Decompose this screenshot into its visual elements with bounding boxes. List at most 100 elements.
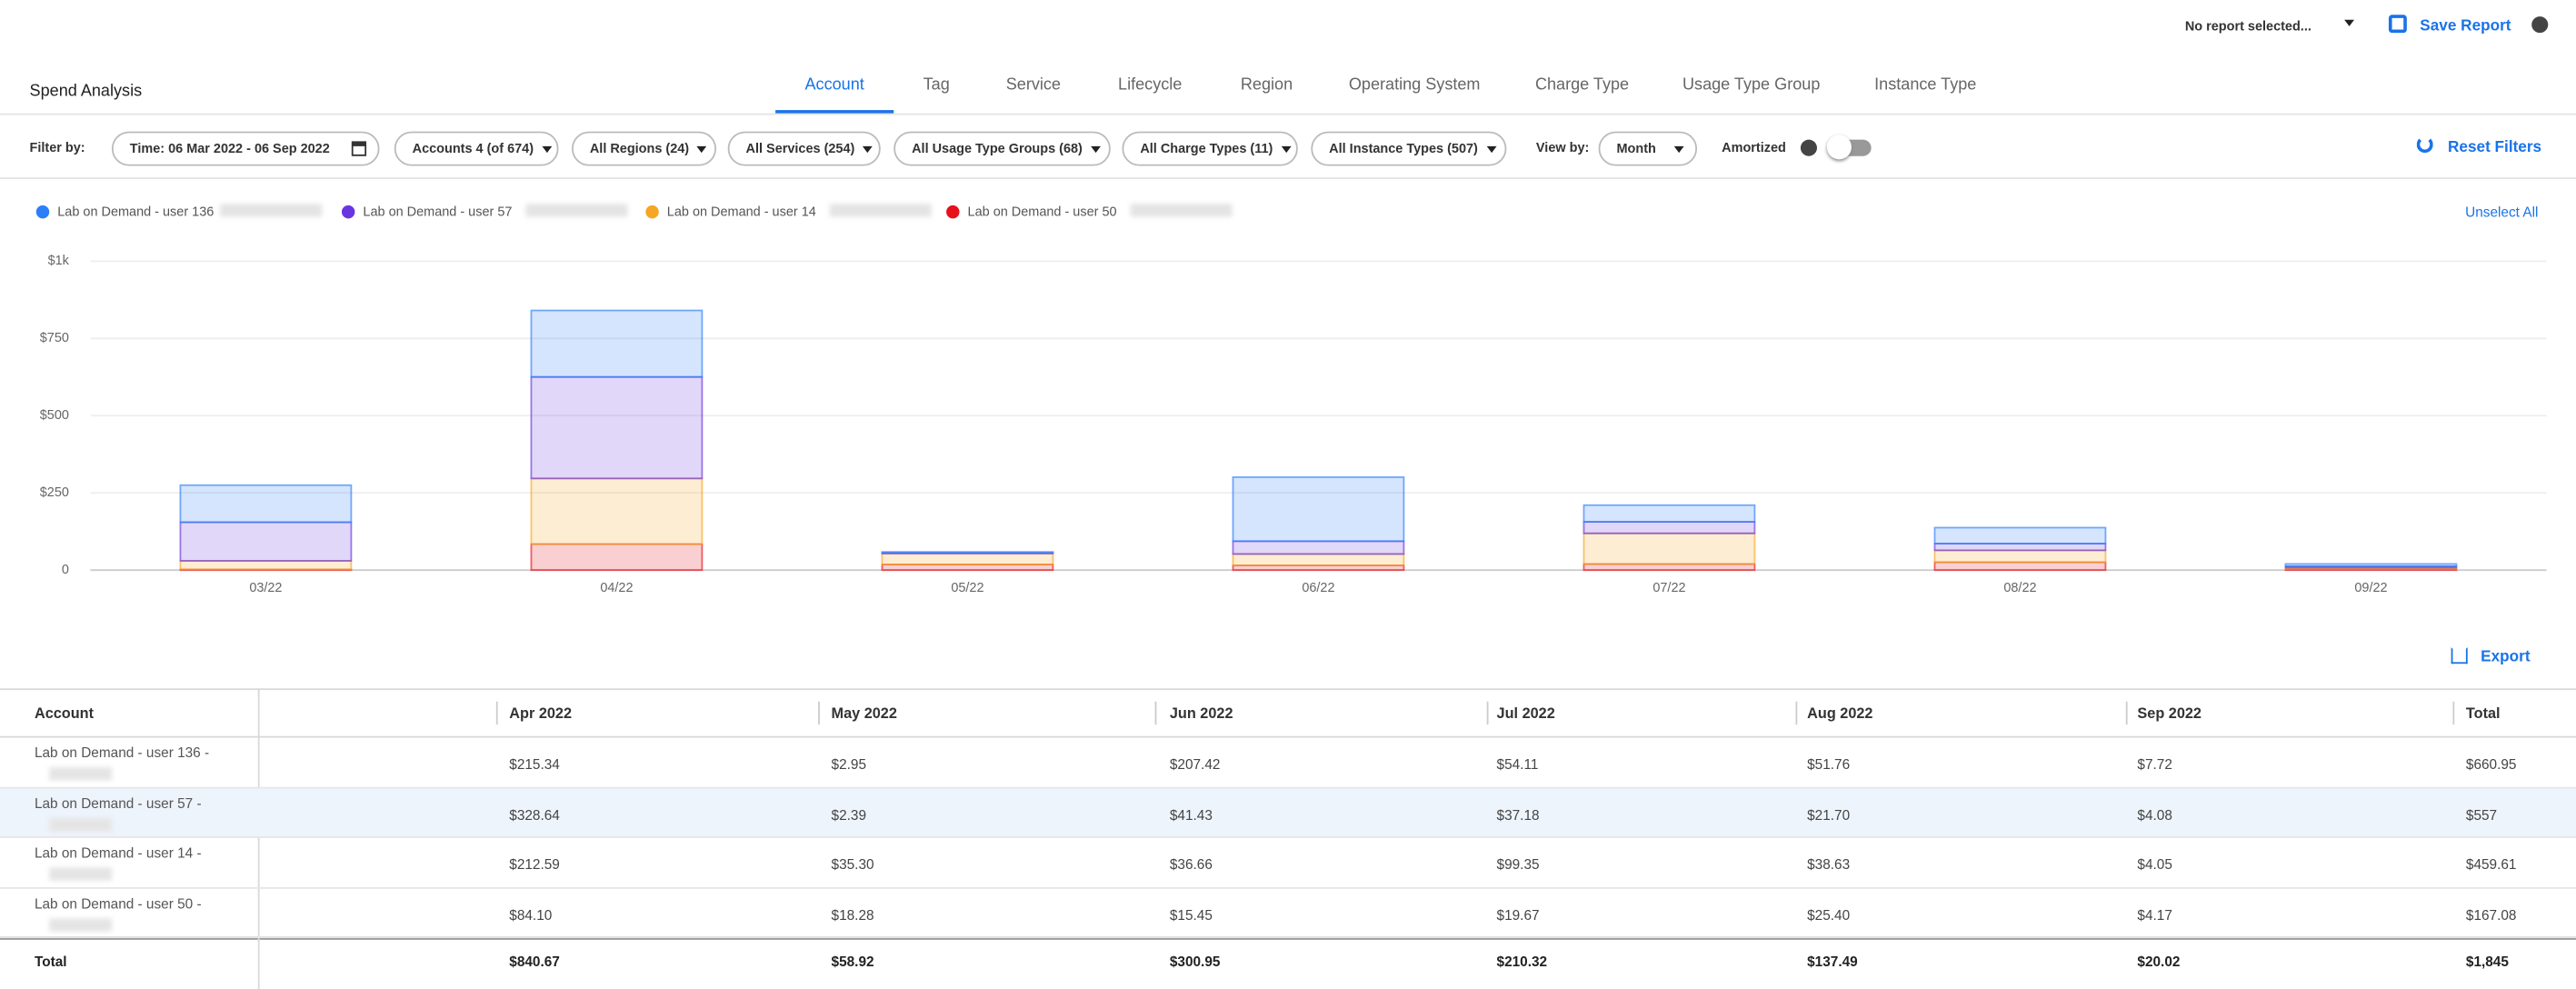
table-cell: $15.45 [1169, 905, 1213, 923]
table-cell: $2.39 [831, 805, 867, 823]
table-cell: $51.76 [1807, 755, 1851, 773]
x-tick-label: 09/22 [2354, 581, 2387, 595]
column-header[interactable]: Aug 2022 [1807, 704, 1873, 722]
bar-segment[interactable] [1232, 476, 1405, 543]
toggle-knob[interactable] [1826, 135, 1852, 160]
filter-pill-label[interactable]: All Instance Types (507) [1329, 141, 1478, 156]
legend-label[interactable]: Lab on Demand - user 50 [967, 205, 1117, 220]
filter-pill[interactable]: All Regions (24) [571, 131, 717, 166]
tab[interactable]: Tag [923, 76, 950, 95]
bar-segment[interactable] [881, 551, 1054, 554]
tab[interactable]: Operating System [1348, 76, 1481, 95]
tab[interactable]: Account [804, 76, 864, 95]
filter-pill-label[interactable]: All Services (254) [745, 141, 855, 156]
filter-pill[interactable]: Time: 06 Mar 2022 - 06 Sep 2022 [111, 131, 380, 166]
bar-segment[interactable] [1583, 521, 1756, 534]
tab[interactable]: Usage Type Group [1682, 76, 1821, 95]
bar-segment[interactable] [881, 553, 1054, 565]
bar-segment[interactable] [530, 543, 704, 572]
column-divider [2452, 701, 2455, 725]
filter-pill[interactable]: All Charge Types (11) [1122, 131, 1298, 166]
filter-pill-label[interactable]: All Charge Types (11) [1140, 141, 1273, 156]
filter-pill-label[interactable]: All Regions (24) [589, 141, 690, 156]
table-cell: $54.11 [1496, 755, 1539, 773]
column-header[interactable]: Total [2465, 704, 2501, 722]
tab[interactable]: Service [1005, 76, 1062, 95]
filter-pill[interactable]: All Instance Types (507) [1311, 131, 1507, 166]
legend-dot[interactable] [341, 205, 355, 219]
bar-segment[interactable] [1583, 563, 1756, 572]
reset-icon[interactable] [2416, 136, 2433, 154]
bar-segment[interactable] [1232, 553, 1405, 566]
tab[interactable]: Instance Type [1874, 76, 1977, 95]
bar-segment[interactable] [530, 375, 704, 480]
export[interactable]: Export [2481, 648, 2531, 666]
bar-segment[interactable] [1583, 532, 1756, 565]
column-header[interactable]: May 2022 [831, 704, 897, 722]
legend-dot[interactable] [645, 205, 659, 219]
caret [697, 145, 708, 153]
save-icon[interactable] [2388, 15, 2407, 34]
filter-pill[interactable]: All Services (254) [727, 131, 881, 166]
y-tick-label: 0 [62, 563, 69, 577]
x-tick-label: 05/22 [951, 581, 983, 595]
x-tick-label: 08/22 [2003, 581, 2036, 595]
bar-segment[interactable] [1232, 540, 1405, 555]
info-icon[interactable] [2531, 16, 2549, 34]
redacted [49, 867, 112, 881]
legend-label[interactable]: Lab on Demand - user 136 [57, 205, 215, 220]
bar-segment[interactable] [179, 484, 353, 524]
column-header[interactable]: Apr 2022 [509, 704, 573, 722]
tab[interactable]: Region [1240, 76, 1293, 95]
table-cell: $19.67 [1496, 905, 1540, 923]
filter-pill[interactable]: All Usage Type Groups (68) [894, 131, 1111, 166]
bar-segment[interactable] [530, 309, 704, 378]
save-report[interactable]: Save Report [2420, 16, 2511, 35]
table-cell: $25.40 [1807, 905, 1851, 923]
legend-label[interactable]: Lab on Demand - user 57 [363, 205, 513, 220]
page-title: Spend Analysis [29, 83, 143, 102]
dropdown-caret[interactable] [2344, 19, 2355, 26]
legend-dot[interactable] [946, 205, 960, 219]
legend-dot[interactable] [35, 205, 50, 219]
caret [1485, 145, 1496, 153]
column-divider [1486, 701, 1489, 725]
table-row [0, 888, 2576, 939]
tab[interactable]: Charge Type [1534, 76, 1630, 95]
column-header[interactable]: Jun 2022 [1169, 704, 1233, 722]
column-header[interactable]: Account [34, 704, 95, 722]
column-header[interactable]: Jul 2022 [1496, 704, 1555, 722]
total-cell: $58.92 [831, 953, 874, 970]
filter-pill-label[interactable]: Time: 06 Mar 2022 - 06 Sep 2022 [129, 141, 330, 156]
unselect-all[interactable]: Unselect All [2465, 204, 2539, 221]
info-icon[interactable] [1800, 139, 1817, 156]
table-cell: $84.10 [509, 905, 553, 923]
bar-segment[interactable] [1933, 561, 2107, 572]
report-select[interactable]: No report selected... [2184, 18, 2311, 35]
bar-segment[interactable] [530, 477, 704, 545]
filter-pill-label[interactable]: All Usage Type Groups (68) [912, 141, 1083, 156]
filter-pill[interactable]: Accounts 4 (of 674) [394, 131, 559, 166]
account-name: Lab on Demand - user 14 - [34, 844, 202, 862]
bar-segment[interactable] [179, 521, 353, 562]
bar-segment[interactable] [1933, 549, 2107, 564]
bar-segment[interactable] [1933, 543, 2107, 552]
bar-segment[interactable] [179, 560, 353, 571]
table-cell: $38.63 [1807, 855, 1851, 873]
table-cell: $167.08 [2465, 905, 2517, 923]
bar-segment[interactable] [1933, 526, 2107, 544]
view-by-value[interactable]: Month [1616, 141, 1656, 156]
column-divider [257, 688, 260, 989]
column-divider [1154, 701, 1157, 725]
bar-segment[interactable] [2284, 563, 2458, 567]
legend-label[interactable]: Lab on Demand - user 14 [666, 205, 816, 220]
view-by-select[interactable]: Month [1598, 131, 1698, 166]
tab[interactable]: Lifecycle [1118, 76, 1183, 95]
table-cell: $660.95 [2465, 755, 2517, 773]
bar-segment[interactable] [1583, 504, 1756, 523]
bar-segment[interactable] [881, 564, 1054, 572]
column-header[interactable]: Sep 2022 [2137, 704, 2202, 722]
export-icon[interactable] [2451, 647, 2468, 664]
filter-pill-label[interactable]: Accounts 4 (of 674) [412, 141, 534, 156]
reset-filters[interactable]: Reset Filters [2448, 138, 2542, 157]
